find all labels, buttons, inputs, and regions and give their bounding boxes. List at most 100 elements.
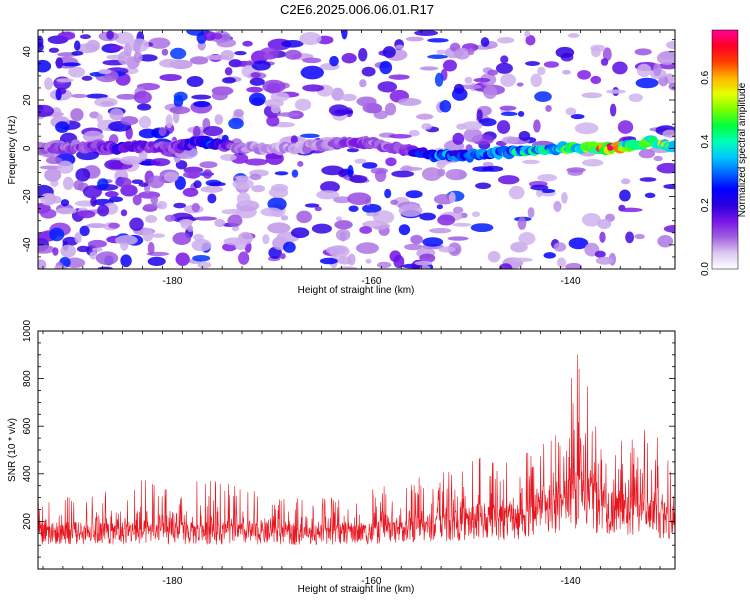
spectrogram-cell [427, 38, 449, 43]
spectrogram-cell [211, 90, 228, 101]
spectrogram-cell [500, 73, 517, 87]
spectrogram-cell [337, 266, 358, 269]
spectrogram-cell [536, 188, 543, 198]
spectrogram-cell [597, 218, 612, 230]
spectrogram-cell [191, 238, 212, 252]
spectrogram-cell [522, 159, 540, 165]
spectrogram-cell [214, 114, 224, 125]
spectrogram-cell [534, 91, 552, 102]
spectrogram-cell [233, 109, 245, 118]
spectrogram-cell [398, 224, 411, 236]
spectrogram-cell [361, 66, 376, 77]
spectrogram-cell [38, 245, 55, 254]
spectrogram-cell [156, 200, 168, 210]
spectrogram-cell [138, 54, 158, 62]
spectrogram-x-axis-label: Height of straight line (km) [298, 285, 415, 296]
spectrogram-cell [524, 61, 541, 66]
spectrogram-cell [38, 41, 44, 53]
spectrogram-cell [56, 78, 74, 83]
spectrogram-cell [620, 178, 631, 185]
spectrogram-cell [356, 96, 377, 107]
spectrogram-cell [51, 195, 62, 204]
spectrogram-cell [634, 48, 652, 56]
spectrogram-cell [399, 166, 423, 171]
spectrogram-cell [537, 173, 558, 182]
spectrogram-cell [268, 186, 289, 199]
spectrogram-cell [566, 167, 586, 173]
spectrogram-cell [232, 178, 254, 190]
spectrogram-cell [73, 180, 84, 191]
colorbar-tick-label: 0.2 [700, 198, 711, 212]
spectrogram-cell [44, 77, 54, 90]
spectrogram-cell [419, 253, 436, 263]
spectrogram-cell [142, 227, 154, 242]
spectrogram-cell [487, 250, 501, 263]
spectrogram-cell [638, 148, 655, 159]
snr-panel: -180 -160 -140 200 400 600 800 1000 Height of … [7, 319, 676, 595]
spectrogram-cell [38, 59, 52, 73]
spectrogram-cell [410, 234, 423, 245]
spectrogram-cell [530, 73, 543, 88]
spectrogram-cell [60, 199, 70, 207]
spectrogram-cell [442, 59, 458, 72]
spectrogram-cell [199, 161, 218, 169]
spectrogram-cell [525, 34, 536, 46]
spectrogram-cell [556, 257, 567, 268]
y-tick-label: -40 [22, 237, 33, 252]
spectrogram-cell [150, 158, 171, 167]
spectrogram-cell [235, 175, 250, 181]
spectrogram-cell [384, 102, 397, 116]
spectrogram-cell [416, 113, 434, 120]
spectrogram-cell [158, 126, 167, 137]
spectrogram-cell [374, 168, 387, 183]
spectrogram-cell [316, 190, 340, 200]
spectrogram-cell [497, 37, 515, 44]
colorbar-tick-label: 0.6 [700, 70, 711, 84]
spectrogram-cell [186, 76, 204, 87]
spectrogram-cell [581, 213, 601, 227]
spectrogram-cell [388, 134, 412, 139]
spectrogram-cell [419, 66, 439, 71]
spectrogram-cell [98, 69, 112, 75]
spectrogram-cell [131, 179, 144, 185]
spectrogram-cell [619, 189, 631, 202]
spectrogram-cell [337, 256, 353, 265]
spectrogram-cell [251, 60, 271, 71]
spectrogram-peak-cell [607, 145, 614, 151]
spectrogram-cell [60, 244, 76, 258]
spectrogram-cell [439, 100, 452, 113]
spectrogram-cell [543, 61, 559, 68]
spectrogram-cell [496, 120, 511, 134]
spectrogram-cell [358, 47, 368, 62]
spectrogram-cell [346, 148, 359, 153]
spectrogram-cell [117, 51, 132, 65]
spectrogram-cell [222, 77, 236, 84]
spectrogram-cell [361, 162, 378, 169]
spectrogram-cell [213, 32, 223, 40]
spectrogram-cell [382, 46, 396, 58]
spectrogram-cell [97, 266, 114, 269]
y-tick-label: 400 [22, 465, 33, 482]
spectrogram-cell [175, 252, 190, 266]
spectrogram-ridge-cell [668, 140, 675, 149]
spectrogram-cell [224, 67, 233, 76]
spectrogram-cell [92, 247, 103, 252]
spectrogram-cell [203, 31, 216, 41]
spectrogram-cell [281, 39, 304, 48]
spectrogram-cell [76, 210, 96, 219]
spectrogram-cell [570, 113, 585, 120]
spectrogram-cell [267, 222, 291, 234]
spectrogram-cell [362, 203, 382, 214]
spectrogram-cell [249, 77, 265, 86]
spectrogram-cell [95, 251, 119, 266]
spectrogram-cell [500, 111, 518, 117]
spectrogram-cell [581, 92, 603, 99]
spectrogram-cell [116, 93, 138, 100]
spectrogram-cell [187, 225, 194, 233]
spectrogram-cell [129, 217, 144, 231]
spectrogram-cell [52, 247, 59, 256]
spectrogram-cell [147, 241, 155, 255]
x-tick-label: -180 [162, 276, 182, 287]
spectrogram-cell [453, 83, 465, 94]
spectrogram-cell [618, 207, 643, 213]
